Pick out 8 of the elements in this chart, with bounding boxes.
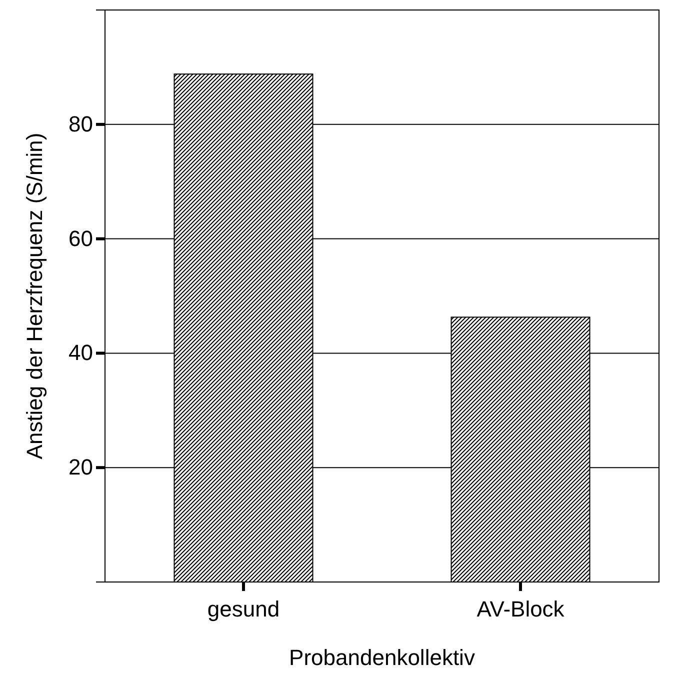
y-tick-label: 60 [68,226,93,251]
y-tick-label: 80 [68,111,93,136]
x-axis-title: Probandenkollektiv [289,645,475,670]
x-tick-label: gesund [207,596,280,622]
y-tick-label: 20 [68,454,93,480]
y-tick-label: 40 [68,340,93,366]
x-tick-label: AV-Block [476,596,566,622]
y-axis-title: Anstieg der Herzfrequenz (S/min) [22,132,47,460]
